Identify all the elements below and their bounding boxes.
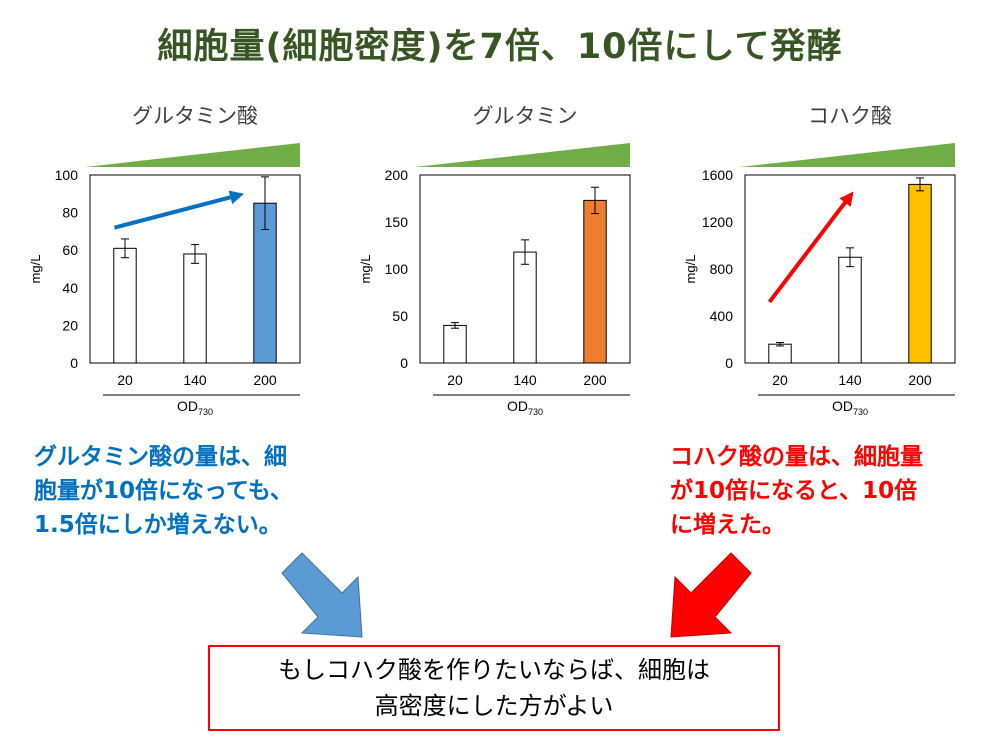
bar: [583, 199, 607, 364]
y-tick-label: 50: [392, 308, 408, 324]
y-tick-label: 100: [55, 167, 79, 183]
note-glutamic-acid: グルタミン酸の量は、細 胞量が10倍になっても、 1.5倍にしか増えない。: [34, 440, 293, 542]
chart-title: コハク酸: [808, 104, 892, 128]
y-tick-label: 1600: [702, 167, 733, 183]
note-right-line-2: が10倍になると、10倍: [670, 478, 918, 504]
trend-arrow-icon: [767, 201, 847, 304]
bar: [513, 251, 537, 364]
trend-arrow-head-icon: [228, 190, 244, 205]
y-tick-label: 0: [400, 355, 408, 371]
od-gradient-wedge-icon: [415, 143, 630, 167]
x-tick-label: 20: [117, 372, 133, 388]
x-tick-label: 140: [513, 372, 537, 388]
note-left-line-2: 胞量が10倍になっても、: [34, 478, 294, 504]
od-gradient-wedge-icon: [740, 143, 955, 167]
y-tick-label: 200: [385, 167, 409, 183]
y-tick-label: 0: [725, 355, 733, 371]
note-left-line-1: グルタミン酸の量は、細: [34, 444, 287, 470]
x-axis-label: OD730: [832, 398, 868, 417]
x-axis-label: OD730: [507, 398, 543, 417]
chart-succinic-acid: コハク酸 0 400 800 1200 1600 mg/L 20 140 200 OD730: [680, 95, 980, 417]
chart-svg-0: グルタミン酸 0 20 40 60 80 100 mg/L 20 140 200 OD730: [28, 104, 301, 417]
bar: [183, 253, 207, 364]
page-title: 細胞量(細胞密度)を7倍、10倍にして発酵: [157, 27, 843, 67]
y-tick-label: 100: [385, 261, 409, 277]
chart-svg-1: グルタミン 0 50 100 150 200 mg/L 20 140 200 OD730: [358, 104, 631, 417]
big-arrow-red-icon: [670, 552, 752, 638]
bar: [838, 256, 862, 364]
x-tick-label: 200: [253, 372, 277, 388]
y-axis-label: mg/L: [683, 255, 698, 284]
y-tick-label: 800: [710, 261, 734, 277]
y-tick-label: 1200: [702, 214, 733, 230]
x-tick-label: 20: [447, 372, 463, 388]
bar: [908, 183, 932, 364]
y-tick-label: 40: [62, 280, 78, 296]
x-tick-label: 20: [772, 372, 788, 388]
y-tick-label: 80: [62, 205, 78, 221]
chart-glutamic-acid: グルタミン酸 0 20 40 60 80 100 mg/L 20 140 200 OD730: [25, 95, 325, 417]
chart-svg-2: コハク酸 0 400 800 1200 1600 mg/L 20 140 200 OD730: [683, 104, 956, 417]
x-tick-label: 200: [583, 372, 607, 388]
conclusion-line-1: もしコハク酸を作りたいならば、細胞は: [278, 656, 710, 684]
x-tick-label: 140: [183, 372, 207, 388]
bar: [113, 247, 137, 364]
bar: [443, 324, 467, 364]
chart-title: グルタミン: [473, 104, 578, 128]
chart-glutamine: グルタミン 0 50 100 150 200 mg/L 20 140 200 OD730: [355, 95, 655, 417]
conclusion-box: もしコハク酸を作りたいならば、細胞は 高密度にした方がよい: [208, 645, 780, 731]
big-arrow-blue-icon: [281, 552, 363, 638]
y-axis-label: mg/L: [358, 255, 373, 284]
bar: [768, 343, 792, 364]
x-tick-label: 140: [838, 372, 862, 388]
chart-title: グルタミン酸: [132, 104, 258, 128]
note-left-line-3: 1.5倍にしか増えない。: [34, 512, 282, 538]
trend-arrow-head-icon: [839, 191, 854, 207]
y-axis-label: mg/L: [28, 255, 43, 284]
y-tick-label: 150: [385, 214, 409, 230]
note-right-line-3: に増えた。: [670, 512, 785, 538]
conclusion-line-2: 高密度にした方がよい: [374, 692, 614, 720]
y-tick-label: 0: [70, 355, 78, 371]
y-tick-label: 400: [710, 308, 734, 324]
y-tick-label: 60: [62, 242, 78, 258]
trend-arrow-icon: [113, 195, 231, 230]
od-gradient-wedge-icon: [85, 143, 300, 167]
x-axis-label: OD730: [177, 398, 213, 417]
note-succinic-acid: コハク酸の量は、細胞量 が10倍になると、10倍 に増えた。: [670, 440, 923, 542]
note-right-line-1: コハク酸の量は、細胞量: [670, 444, 923, 470]
y-tick-label: 20: [62, 317, 78, 333]
x-tick-label: 200: [908, 372, 932, 388]
